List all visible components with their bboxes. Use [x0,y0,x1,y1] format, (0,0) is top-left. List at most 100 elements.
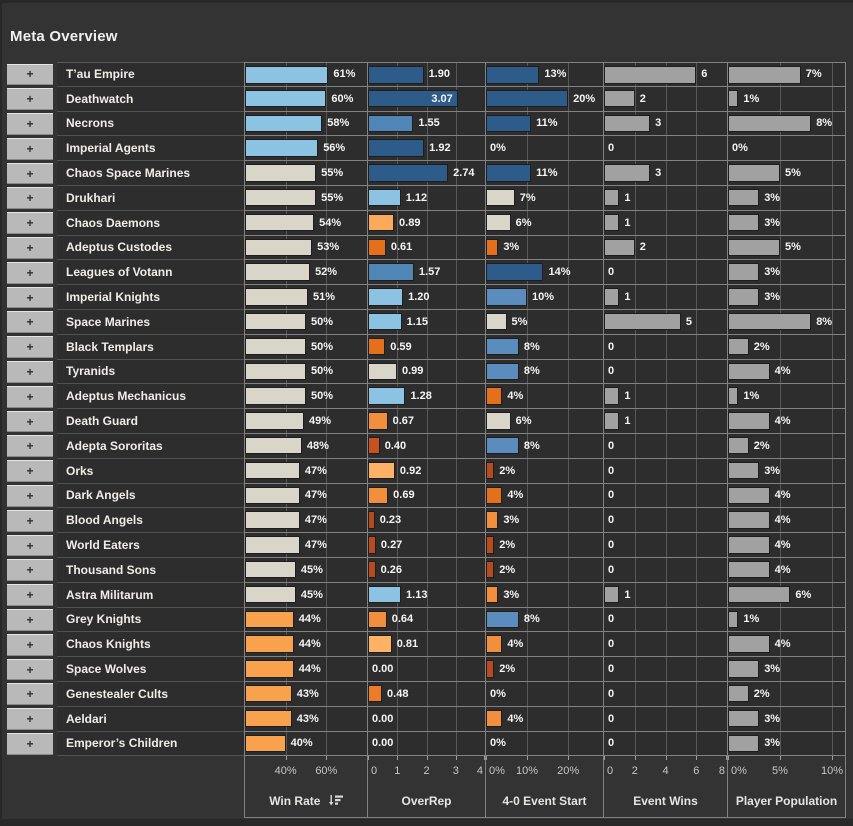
metric-bar[interactable] [728,684,749,703]
metric-bar[interactable] [245,263,311,281]
faction-name-cell[interactable]: Adepta Sororitas [57,433,244,459]
metric-bar[interactable] [368,436,380,455]
metric-bar[interactable] [604,213,620,232]
expand-button[interactable]: + [7,559,53,582]
expand-button[interactable]: + [7,410,53,433]
expand-button[interactable]: + [7,113,53,135]
metric-bar[interactable] [245,486,300,505]
expand-button[interactable]: + [7,261,53,284]
expand-button[interactable]: + [7,584,53,607]
metric-bar[interactable] [245,461,300,480]
metric-bar[interactable] [245,610,294,629]
metric-bar[interactable] [728,560,770,579]
metric-bar[interactable] [368,536,376,554]
metric-bar[interactable] [486,486,503,505]
metric-bar[interactable] [368,164,449,182]
metric-bar[interactable] [728,660,760,678]
metric-bar[interactable] [604,114,651,133]
metric-bar[interactable] [245,436,302,455]
metric-bar[interactable] [604,188,620,207]
faction-name-cell[interactable]: Leagues of Votann [57,260,244,286]
metric-bar[interactable] [245,312,306,331]
metric-bar[interactable] [368,312,402,331]
metric-bar[interactable] [728,188,760,207]
expand-button[interactable]: + [7,658,53,681]
metric-bar[interactable] [486,188,515,207]
faction-name-cell[interactable]: Death Guard [57,409,244,434]
metric-bar[interactable] [245,337,306,356]
expand-button[interactable]: + [7,88,53,111]
faction-name-cell[interactable]: Adeptus Mechanicus [57,384,244,410]
faction-name-cell[interactable]: Necrons [57,111,244,137]
metric-bar[interactable] [368,213,395,232]
metric-bar[interactable] [728,213,760,232]
metric-bar[interactable] [728,312,812,331]
metric-bar[interactable] [486,536,495,554]
metric-bar[interactable] [368,635,392,653]
faction-name-cell[interactable]: Adeptus Custodes [57,235,244,261]
metric-bar[interactable] [486,436,519,455]
metric-bar[interactable] [728,66,801,84]
metric-bar[interactable] [486,560,495,579]
metric-bar[interactable] [368,238,386,257]
metric-bar[interactable] [486,312,507,331]
expand-button[interactable]: + [7,609,53,631]
expand-button[interactable]: + [7,63,53,86]
faction-name-cell[interactable]: Aeldari [57,706,244,732]
metric-bar[interactable] [245,560,296,579]
expand-button[interactable]: + [7,708,53,731]
metric-bar[interactable] [245,238,313,257]
metric-bar[interactable] [245,288,309,306]
metric-bar[interactable] [486,387,503,405]
metric-bar[interactable] [486,238,499,257]
metric-bar[interactable] [245,164,317,182]
metric-bar[interactable] [604,164,651,182]
metric-bar[interactable] [245,660,294,678]
metric-bar[interactable] [368,684,383,703]
metric-bar[interactable] [368,387,406,405]
metric-bar[interactable] [368,288,404,306]
metric-bar[interactable] [486,288,528,306]
column-label[interactable]: 4-0 Event Start [486,794,603,808]
faction-name-cell[interactable]: Deathwatch [57,86,244,112]
metric-bar[interactable] [604,585,620,604]
metric-bar[interactable] [728,288,760,306]
column-label[interactable]: Player Population [728,794,845,808]
metric-bar[interactable] [486,585,499,604]
metric-bar[interactable] [245,536,300,554]
expand-button[interactable]: + [7,336,53,359]
metric-bar[interactable] [368,412,388,430]
faction-name-cell[interactable]: T’au Empire [57,62,244,87]
metric-bar[interactable] [368,66,424,84]
metric-bar[interactable] [604,238,635,257]
metric-bar[interactable] [728,387,739,405]
metric-bar[interactable] [245,709,292,728]
expand-button[interactable]: + [7,534,53,557]
metric-bar[interactable] [368,610,387,629]
expand-button[interactable]: + [7,435,53,458]
metric-bar[interactable] [245,585,296,604]
metric-bar[interactable] [368,89,458,108]
metric-bar[interactable] [368,263,414,281]
metric-bar[interactable] [368,585,402,604]
faction-name-cell[interactable]: Drukhari [57,185,244,211]
expand-button[interactable]: + [7,385,53,408]
metric-bar[interactable] [486,66,540,84]
metric-bar[interactable] [728,263,760,281]
faction-name-cell[interactable]: World Eaters [57,533,244,558]
metric-bar[interactable] [245,66,329,84]
metric-bar[interactable] [604,412,620,430]
column-label[interactable]: Win Rate [245,794,367,808]
metric-bar[interactable] [728,89,739,108]
metric-bar[interactable] [368,486,389,505]
metric-bar[interactable] [728,238,780,257]
column-label[interactable]: OverRep [368,794,485,808]
metric-bar[interactable] [486,461,495,480]
metric-bar[interactable] [245,511,300,529]
expand-button[interactable]: + [7,733,53,755]
metric-bar[interactable] [486,89,569,108]
metric-bar[interactable] [245,139,319,157]
metric-bar[interactable] [368,560,376,579]
metric-bar[interactable] [245,213,315,232]
metric-bar[interactable] [728,461,760,480]
